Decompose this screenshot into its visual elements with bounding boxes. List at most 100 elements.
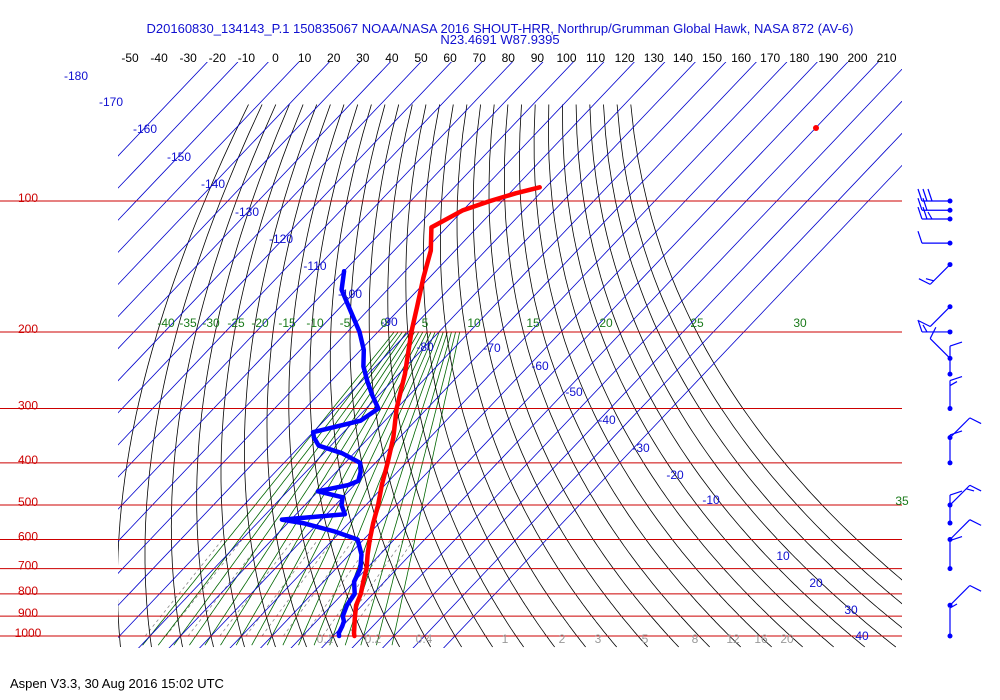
wind-barb-flag <box>918 278 931 285</box>
isotherm-line <box>118 62 452 414</box>
pressure-label-100: 100 <box>18 191 38 205</box>
moist-adiabat-line <box>157 331 399 646</box>
pressure-label-600: 600 <box>18 529 38 543</box>
isotherm-line <box>118 62 605 574</box>
dry-adiabat-line <box>503 104 710 648</box>
pressure-label-400: 400 <box>18 453 38 467</box>
isotherm-label: 30 <box>844 603 858 617</box>
x-tick-label: -20 <box>209 51 227 65</box>
moist-adiabat-line <box>266 331 428 646</box>
isotherm-label: 20 <box>809 576 823 590</box>
dry-adiabat-line <box>440 104 586 648</box>
mixing-ratio-line <box>187 539 264 637</box>
x-tick-label: 160 <box>731 51 751 65</box>
wind-barb-shaft <box>929 338 951 359</box>
mixing-ratio-line <box>144 539 223 637</box>
wind-barb <box>947 484 982 508</box>
dry-adiabat-line <box>603 104 902 629</box>
isotherm-label: -160 <box>133 122 157 136</box>
wind-barb-flag <box>917 319 923 333</box>
isotherm-label: -180 <box>64 69 88 83</box>
wind-barb-flag <box>969 519 982 526</box>
dry-adiabat-line <box>518 104 741 648</box>
x-tick-label: 210 <box>877 51 897 65</box>
x-tick-label: 200 <box>847 51 867 65</box>
dry-adiabat-line <box>118 104 249 648</box>
mixing-ratio-line <box>219 539 294 637</box>
wind-barb <box>917 319 953 335</box>
isotherm-line <box>382 100 902 648</box>
isotherm-label: -120 <box>269 232 293 246</box>
moist-adiabat-line <box>173 331 403 646</box>
wind-barb-flag <box>949 603 958 609</box>
isotherm-label: -170 <box>99 95 123 109</box>
x-tick-label: -50 <box>121 51 139 65</box>
pressure-label-900: 900 <box>18 606 38 620</box>
chart-subtitle: N23.4691 W87.9395 <box>440 32 560 47</box>
isotherm-line <box>412 132 902 648</box>
isotherm-label: -140 <box>201 177 225 191</box>
mixing-ratio-label: 3 <box>595 632 602 646</box>
isotherm-label: -150 <box>167 150 191 164</box>
pressure-label-300: 300 <box>18 399 38 413</box>
wind-barb <box>918 304 953 328</box>
x-tick-label: 110 <box>586 51 605 65</box>
mixing-ratio-label: 1 <box>502 632 509 646</box>
wind-barb-flag <box>927 188 933 202</box>
isotherm-line <box>118 62 300 253</box>
wind-barb-flag <box>917 198 923 211</box>
isotherm-line <box>443 164 902 648</box>
wind-barb <box>947 519 982 542</box>
moist-adiabat-label: -25 <box>227 316 245 330</box>
moist-adiabat-line <box>298 331 436 646</box>
isotherm-line <box>260 62 818 648</box>
x-tick-label: 40 <box>385 51 399 65</box>
isotherm-label: -100 <box>338 287 362 301</box>
isotherm-line <box>118 62 666 639</box>
dry-adiabat-line <box>630 104 902 581</box>
isotherm-line <box>118 62 269 221</box>
moist-adiabat-label: -20 <box>251 316 269 330</box>
dry-adiabat-line <box>472 104 648 648</box>
isotherm-line <box>229 62 788 648</box>
mixing-ratio-line <box>347 539 415 637</box>
x-tick-label: 120 <box>615 51 635 65</box>
dry-adiabat-line <box>170 104 277 648</box>
isotherm-line <box>118 62 574 542</box>
mixing-ratio-label: 12 <box>726 632 740 646</box>
isotherm-line <box>118 62 361 318</box>
wind-barb-flag <box>949 490 963 496</box>
x-tick-label: 10 <box>298 51 312 65</box>
dry-adiabat-line <box>266 104 331 648</box>
dry-adiabat-line <box>589 104 897 648</box>
isotherm-label: -40 <box>598 413 616 427</box>
moist-adiabat-line <box>282 331 432 646</box>
dry-adiabat-line <box>220 104 304 648</box>
x-tick-label: -10 <box>238 51 256 65</box>
wind-barb-flag <box>969 584 982 592</box>
isotherm-label: -110 <box>303 259 326 273</box>
moist-adiabat-label: -15 <box>278 316 296 330</box>
isotherm-line <box>168 62 727 648</box>
wind-barb-flag <box>922 206 928 220</box>
dry-adiabat-line <box>533 104 772 648</box>
x-tick-label: 100 <box>556 51 576 65</box>
wind-barb-shaft <box>949 585 971 606</box>
x-tick-label: 60 <box>443 51 457 65</box>
wind-barb-shaft <box>949 484 971 506</box>
dry-adiabat-line <box>562 104 834 648</box>
wind-barb <box>947 603 958 639</box>
dry-adiabat-line <box>144 104 263 648</box>
wind-barb-flag <box>929 326 937 339</box>
moist-adiabat-line <box>313 331 440 646</box>
wind-barb <box>947 430 963 466</box>
wind-barb-flag <box>922 324 928 333</box>
isotherm-line <box>118 62 330 286</box>
moist-adiabat-line <box>235 331 420 646</box>
moist-adiabat-label: -35 <box>179 316 197 330</box>
isotherm-label: -50 <box>565 385 583 399</box>
mixing-ratio-label: 16 <box>754 632 768 646</box>
mixing-ratio-label: 20 <box>780 632 794 646</box>
pressure-label-1000: 1000 <box>15 626 42 640</box>
isotherm-line <box>138 62 696 648</box>
